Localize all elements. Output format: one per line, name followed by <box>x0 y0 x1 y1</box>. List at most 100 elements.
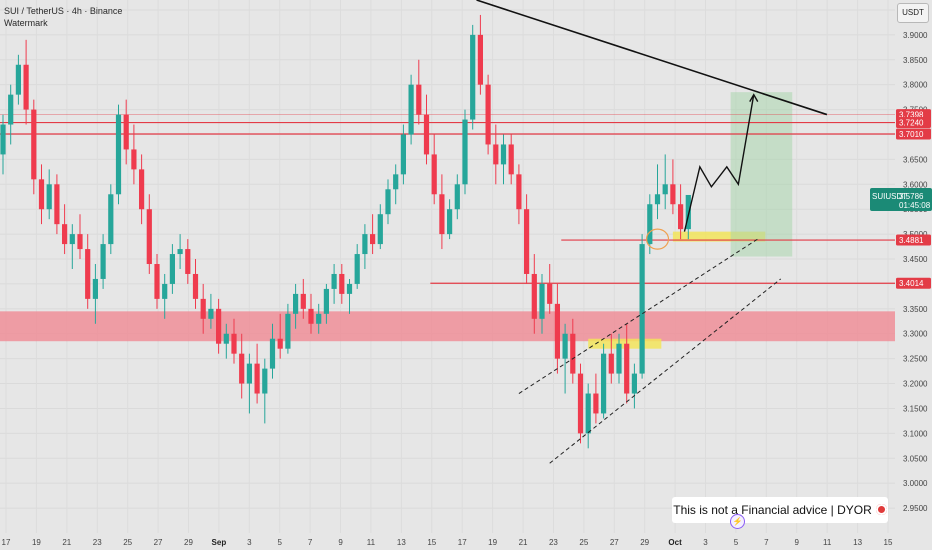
x-tick-label: 7 <box>308 538 313 547</box>
x-tick-label: Oct <box>668 538 682 547</box>
y-tick-label: 2.9500 <box>903 504 928 513</box>
candle-body <box>115 114 122 195</box>
candle-body <box>377 214 383 245</box>
highlight-circle <box>645 228 670 250</box>
x-tick-label: 21 <box>62 538 71 547</box>
y-tick-label: 3.2000 <box>903 380 928 389</box>
candle-body <box>423 114 430 155</box>
candle-body <box>69 234 75 245</box>
x-tick-label: 5 <box>734 538 739 547</box>
candle-body <box>385 189 391 215</box>
candle-body <box>485 84 491 145</box>
x-tick-label: 17 <box>458 538 467 547</box>
candle-body <box>8 94 14 125</box>
candle-body <box>670 184 676 205</box>
x-tick-label: 23 <box>549 538 558 547</box>
candle-body <box>370 234 376 245</box>
price-label: 3.7240 <box>899 119 924 128</box>
candle-body <box>38 179 45 210</box>
x-tick-label: Sep <box>212 538 227 547</box>
candle-body <box>593 393 599 414</box>
candle-body <box>154 264 160 299</box>
y-tick-label: 3.2500 <box>903 355 928 364</box>
candle-body <box>100 244 106 279</box>
currency-selector-button[interactable]: USDT <box>897 3 929 23</box>
candle-body <box>339 273 345 294</box>
x-tick-label: 3 <box>703 538 708 547</box>
y-tick-label: 3.1500 <box>903 404 928 413</box>
candle-body <box>192 273 199 299</box>
candle-body <box>239 353 245 384</box>
candle-body <box>146 209 152 265</box>
candle-body <box>269 338 276 369</box>
candle-body <box>23 64 29 110</box>
candle-body <box>685 194 691 230</box>
x-tick-label: 29 <box>640 538 649 547</box>
candle-body <box>231 333 237 354</box>
candle-body <box>362 234 368 255</box>
x-tick-label: 7 <box>764 538 769 547</box>
price-label: 3.4014 <box>899 279 924 288</box>
current-price-label: 3.5786 <box>899 192 924 201</box>
candle-body <box>678 204 684 230</box>
price-label-bg <box>896 277 931 289</box>
candle-body <box>400 134 406 175</box>
candle-body <box>539 283 545 319</box>
candle-body <box>585 393 591 434</box>
x-tick-label: 19 <box>32 538 41 547</box>
candle-body <box>223 333 229 344</box>
price-label: 3.7398 <box>899 111 924 120</box>
candle-body <box>316 313 322 324</box>
x-tick-label: 9 <box>338 538 343 547</box>
lightning-icon[interactable]: ⚡ <box>730 514 745 529</box>
candle-body <box>46 184 52 210</box>
candle-body <box>185 249 191 274</box>
candle-body <box>654 194 661 205</box>
candle-body <box>254 363 260 394</box>
symbol-title: SUI / TetherUS · 4h · Binance <box>4 6 123 16</box>
target-emoji-icon <box>875 504 887 515</box>
disclaimer-text: This is not a Financial advice | DYOR <box>673 503 872 517</box>
candle-body <box>0 124 6 155</box>
candle-body <box>562 333 568 359</box>
candle-body <box>570 333 576 374</box>
candle-body <box>331 273 337 289</box>
candle-body <box>631 373 637 394</box>
candle-body <box>516 174 522 210</box>
candle-body <box>77 234 83 250</box>
candle-body <box>354 254 360 284</box>
candle-body <box>169 254 175 284</box>
x-tick-label: 19 <box>488 538 497 547</box>
candle-body <box>62 224 68 245</box>
projection-arrowhead <box>749 93 759 102</box>
candle-body <box>554 303 560 359</box>
disclaimer-note: This is not a Financial advice | DYOR <box>672 497 888 523</box>
price-label-bg <box>896 234 931 246</box>
candle-body <box>54 184 60 225</box>
candle-body <box>493 144 499 165</box>
candle-body <box>508 144 514 175</box>
candle-body <box>439 194 445 235</box>
candle-body <box>131 149 137 170</box>
x-tick-label: 27 <box>610 538 619 547</box>
x-tick-label: 21 <box>519 538 528 547</box>
candle-body <box>547 283 553 304</box>
y-tick-label: 3.1000 <box>903 429 928 438</box>
x-tick-label: 13 <box>397 538 406 547</box>
main-downtrend-line <box>476 0 828 116</box>
candle-body <box>177 249 183 255</box>
price-label: 3.4881 <box>899 236 924 245</box>
candle-body <box>416 84 422 115</box>
candle-body <box>92 278 98 299</box>
x-tick-label: 27 <box>154 538 163 547</box>
candle-body <box>323 288 329 314</box>
x-tick-label: 17 <box>2 538 11 547</box>
candle-body <box>15 64 21 95</box>
candle-body <box>577 373 584 434</box>
y-tick-label: 3.8000 <box>903 81 928 90</box>
x-tick-label: 11 <box>823 538 832 547</box>
y-tick-label: 3.4500 <box>903 255 928 264</box>
